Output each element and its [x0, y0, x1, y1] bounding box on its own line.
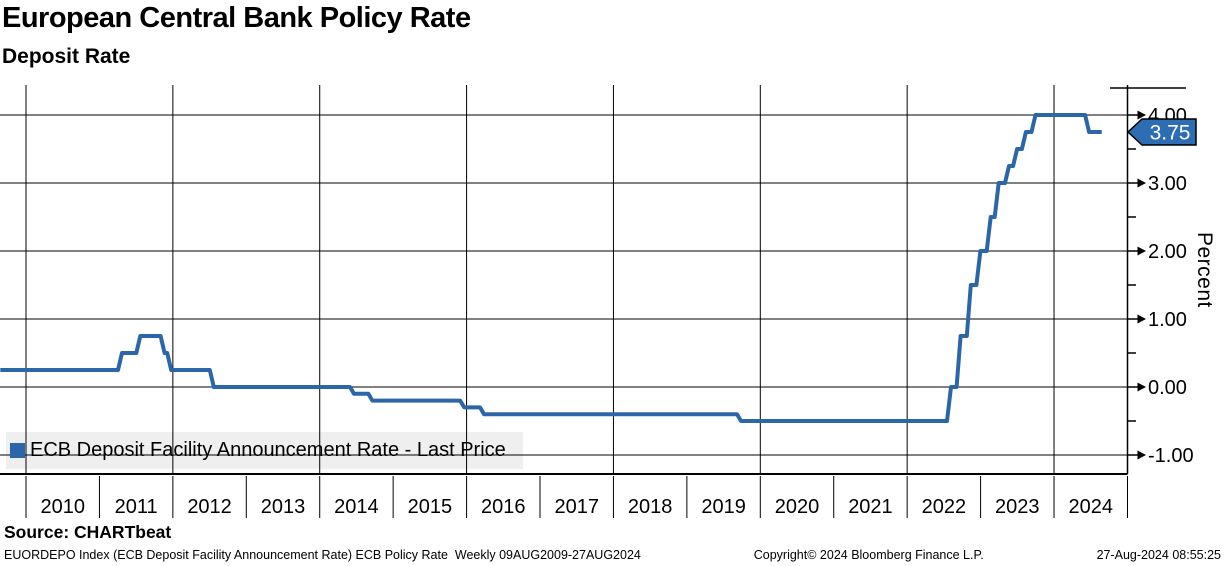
year-label: 2016: [481, 496, 526, 518]
last-price-badge: [1126, 118, 1197, 146]
legend-label: ECB Deposit Facility Announcement Rate -…: [30, 438, 506, 461]
footer-timestamp: 27-Aug-2024 08:55:25: [1096, 548, 1221, 562]
legend-swatch-icon: [10, 442, 25, 458]
y-tick-arrow-icon: [1137, 382, 1146, 392]
year-label: 2018: [628, 496, 673, 518]
y-tick-label: 3.00: [1148, 173, 1187, 195]
y-tick-label: 2.00: [1148, 241, 1187, 263]
year-label: 2013: [261, 496, 306, 518]
year-label: 2023: [995, 496, 1040, 518]
year-label: 2015: [408, 496, 453, 518]
year-label: 2014: [334, 496, 379, 518]
y-tick-label: 1.00: [1148, 309, 1187, 331]
year-label: 2019: [701, 496, 746, 518]
year-label: 2012: [187, 496, 232, 518]
footer-index-info: EUORDEPO Index (ECB Deposit Facility Ann…: [4, 548, 641, 562]
y-tick-arrow-icon: [1137, 178, 1146, 188]
legend: ECB Deposit Facility Announcement Rate -…: [10, 435, 506, 465]
y-tick-label: 0.00: [1148, 377, 1187, 399]
y-tick-arrow-icon: [1137, 314, 1146, 324]
last-price-badge-label: 3.75: [1150, 122, 1191, 145]
y-tick-arrow-icon: [1137, 110, 1146, 120]
rate-line: [0, 113, 1102, 423]
year-label: 2011: [115, 496, 158, 518]
source-line: Source: CHARTbeat: [4, 522, 172, 542]
year-label: 2017: [554, 496, 599, 518]
year-label: 2022: [922, 496, 967, 518]
y-tick-arrow-icon: [1137, 246, 1146, 256]
y-tick-label: -1.00: [1148, 445, 1194, 467]
y-tick-arrow-icon: [1137, 450, 1146, 460]
year-label: 2024: [1069, 496, 1114, 518]
year-label: 2021: [848, 496, 893, 518]
year-label: 2010: [40, 496, 85, 518]
y-axis-title: Percent: [1193, 232, 1216, 308]
year-label: 2020: [775, 496, 820, 518]
footer: EUORDEPO Index (ECB Deposit Facility Ann…: [4, 548, 1221, 562]
legend-background: [6, 432, 523, 469]
chart-title: European Central Bank Policy Rate: [2, 2, 471, 34]
footer-copyright: Copyright© 2024 Bloomberg Finance L.P.: [753, 548, 984, 562]
chart-subtitle: Deposit Rate: [2, 45, 131, 68]
